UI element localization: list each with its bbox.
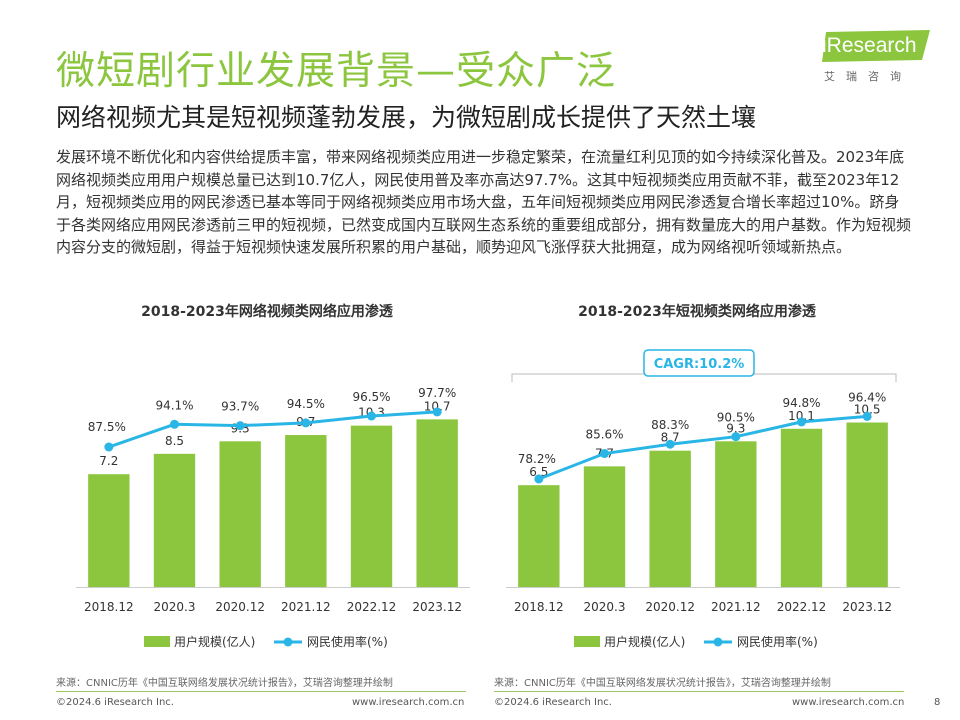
chart-title: 2018-2023年网络视频类网络应用渗透 [141,303,394,320]
x-tick-label: 2021.12 [281,600,331,614]
legend-bar-label: 用户规模(亿人) [604,634,685,649]
bar [219,441,261,587]
page-subtitle: 网络视频尤其是短视频蓬勃发展，为微短剧成长提供了天然土壤 [56,103,757,132]
x-tick-label: 2020.3 [154,600,196,614]
bar-data-label: 8.5 [165,434,184,448]
line-data-label: 96.5% [352,390,390,404]
x-tick-label: 2022.12 [777,600,827,614]
bar [583,466,626,587]
x-tick-label: 2020.3 [584,600,626,614]
bar-data-label: 10.7 [424,399,451,413]
footer-divider-left [56,691,466,692]
page-title: 微短剧行业发展背景—受众广泛 [56,49,617,94]
line-data-label: 88.3% [651,418,689,432]
line-data-label: 94.5% [287,397,325,411]
line-point [731,432,741,442]
line-data-label: 97.7% [418,386,456,400]
line-data-label: 94.1% [155,398,193,412]
x-tick-label: 2023.12 [842,600,892,614]
bar [285,435,327,587]
page-number: 8 [934,697,941,708]
line-point [432,407,442,417]
bar [416,419,458,587]
bar-data-label: 10.5 [854,403,881,417]
x-tick-label: 2020.12 [645,600,695,614]
x-tick-label: 2018.12 [514,600,564,614]
bar [715,441,757,587]
bar [153,453,196,587]
bar-data-label: 9.3 [726,421,745,435]
chart-short-video-svg: 2018-2023年短视频类网络应用渗透6.52018.127.72020.38… [506,303,900,649]
legend-bar-swatch [574,636,600,647]
line-data-label: 78.2% [518,452,556,466]
logo-cn-text: 艾瑞咨询 [824,70,912,83]
line-point [301,418,311,428]
usage-rate-line [108,410,438,449]
bar [846,422,888,587]
iresearch-logo: iResearch 艾瑞咨询 [822,30,932,88]
x-tick-label: 2020.12 [215,600,265,614]
footer-copyright-left: ©2024.6 iResearch Inc. [56,697,174,708]
legend-bar-label: 用户规模(亿人) [174,634,255,649]
legend-line-label: 网民使用率(%) [307,634,388,649]
bar-data-label: 8.7 [661,431,680,445]
chart-title: 2018-2023年短视频类网络应用渗透 [578,303,817,320]
bar-data-label: 10.1 [788,409,815,423]
legend-bar-swatch [144,636,170,647]
chart-video-penetration: 2018-2023年网络视频类网络应用渗透 7.2 2018.12 8.5 2020.3… [40,290,490,670]
source-left: 来源：CNNIC历年《中国互联网络发展状况统计报告》，艾瑞咨询整理并绘制 [56,678,393,689]
intro-paragraph: 发展环境不断优化和内容供给提质丰富，带来网络视频类应用进一步稳定繁荣，在流量红利… [56,148,912,256]
usage-rate-line [538,414,868,481]
line-data-label: 90.5% [717,411,755,425]
x-tick-label: 2023.12 [412,600,462,614]
footer-url-right[interactable]: www.iresearch.com.cn [792,697,905,708]
x-tick-label: 2018.12 [84,600,134,614]
line-point [534,474,544,484]
bar [518,485,560,587]
footer-divider-right [494,691,904,692]
bar [88,474,130,587]
line-data-label: 94.8% [782,396,820,410]
chart-video-svg: 2018-2023年网络视频类网络应用渗透 7.2 2018.12 8.5 2020.3… [76,303,470,649]
logo-banner-shape [822,30,930,62]
footer-copyright-right: ©2024.6 iResearch Inc. [494,697,612,708]
bar [649,450,691,587]
line-point [367,411,376,421]
line-point [797,417,806,427]
line-point [600,449,609,459]
line-point [104,442,114,452]
bar-data-label: 7.2 [99,454,118,468]
line-point [665,439,675,449]
legend-line-marker [713,637,723,647]
line-point [170,419,179,429]
legend-line-label: 网民使用率(%) [737,634,818,649]
cagr-box [643,349,755,377]
line-data-label: 85.6% [585,428,623,442]
bar [780,428,823,587]
line-point [862,411,872,421]
bar [350,425,393,587]
source-right: 来源：CNNIC历年《中国互联网络发展状况统计报告》，艾瑞咨询整理并绘制 [494,678,831,689]
logo-brand-text: iResearch [822,34,917,57]
legend-line-marker [283,637,293,647]
line-point [235,421,245,431]
cagr-label: CAGR:10.2% [654,357,745,372]
line-data-label: 87.5% [88,420,126,434]
x-tick-label: 2021.12 [711,600,761,614]
line-data-label: 96.4% [848,390,886,404]
footer-url-left[interactable]: www.iresearch.com.cn [352,697,465,708]
x-tick-label: 2022.12 [347,600,397,614]
line-data-label: 93.7% [221,400,259,414]
chart-short-video-penetration: 2018-2023年短视频类网络应用渗透6.52018.127.72020.38… [470,290,920,670]
